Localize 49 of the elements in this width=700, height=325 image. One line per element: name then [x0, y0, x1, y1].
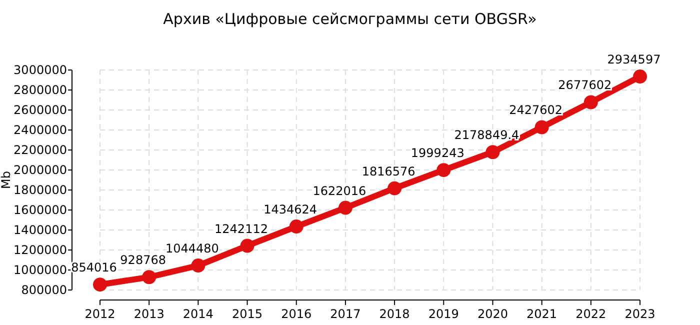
point — [388, 181, 402, 196]
x-tick-label: 2019 — [428, 307, 459, 321]
x-tick-label: 2023 — [624, 307, 656, 321]
point — [436, 163, 451, 178]
y-tick-label: 2800000 — [14, 83, 67, 98]
y-tick-label: 1000000 — [14, 263, 67, 278]
y-tick-label: 2600000 — [14, 103, 67, 118]
x-tick-label: 2013 — [134, 307, 164, 321]
y-tick-label: 1400000 — [14, 223, 67, 238]
y-tick-label: 1200000 — [14, 243, 67, 258]
data-label: 1434624 — [264, 202, 318, 217]
data-label: 1999243 — [410, 146, 464, 160]
point — [93, 278, 107, 292]
y-tick-label: 2000000 — [14, 163, 67, 178]
chart-title: Архив «Цифровые сейсмограммы сети OBGSR» — [163, 10, 537, 28]
x-tick-label: 2021 — [526, 307, 558, 321]
x-tick-label: 2016 — [281, 307, 312, 321]
y-tick-label: 2200000 — [14, 143, 67, 158]
y-tick-label: 1600000 — [14, 203, 67, 218]
data-label: 2934597 — [607, 52, 661, 67]
point — [633, 70, 647, 84]
x-tick-label: 2018 — [379, 307, 410, 321]
data-label: 1816576 — [362, 164, 416, 178]
y-tick-label: 1800000 — [14, 183, 67, 198]
data-label: 1044480 — [165, 242, 219, 256]
point — [338, 200, 352, 215]
x-tick-label: 2022 — [576, 307, 606, 321]
data-label: 2178849.4 — [454, 128, 520, 142]
point — [191, 258, 206, 273]
y-axis-title: Mb — [0, 171, 13, 189]
data-label: 1622016 — [312, 184, 366, 198]
point — [240, 238, 254, 253]
data-label: 2427602 — [509, 103, 563, 118]
x-tick-label: 2017 — [330, 307, 361, 321]
x-tick-label: 2012 — [84, 307, 116, 321]
point — [142, 270, 156, 284]
data-label: 2677602 — [558, 78, 612, 92]
x-tick-label: 2014 — [182, 307, 214, 321]
point — [584, 95, 598, 110]
data-label: 1242112 — [214, 222, 268, 236]
x-tick-label: 2015 — [232, 307, 263, 321]
y-tick-label: 3000000 — [14, 63, 67, 78]
point — [289, 220, 304, 234]
data-label: 928768 — [120, 253, 166, 268]
point — [534, 120, 549, 134]
y-tick-label: 800000 — [21, 283, 67, 298]
point — [486, 145, 500, 160]
x-tick-label: 2020 — [477, 307, 508, 321]
y-tick-label: 2400000 — [14, 123, 67, 138]
